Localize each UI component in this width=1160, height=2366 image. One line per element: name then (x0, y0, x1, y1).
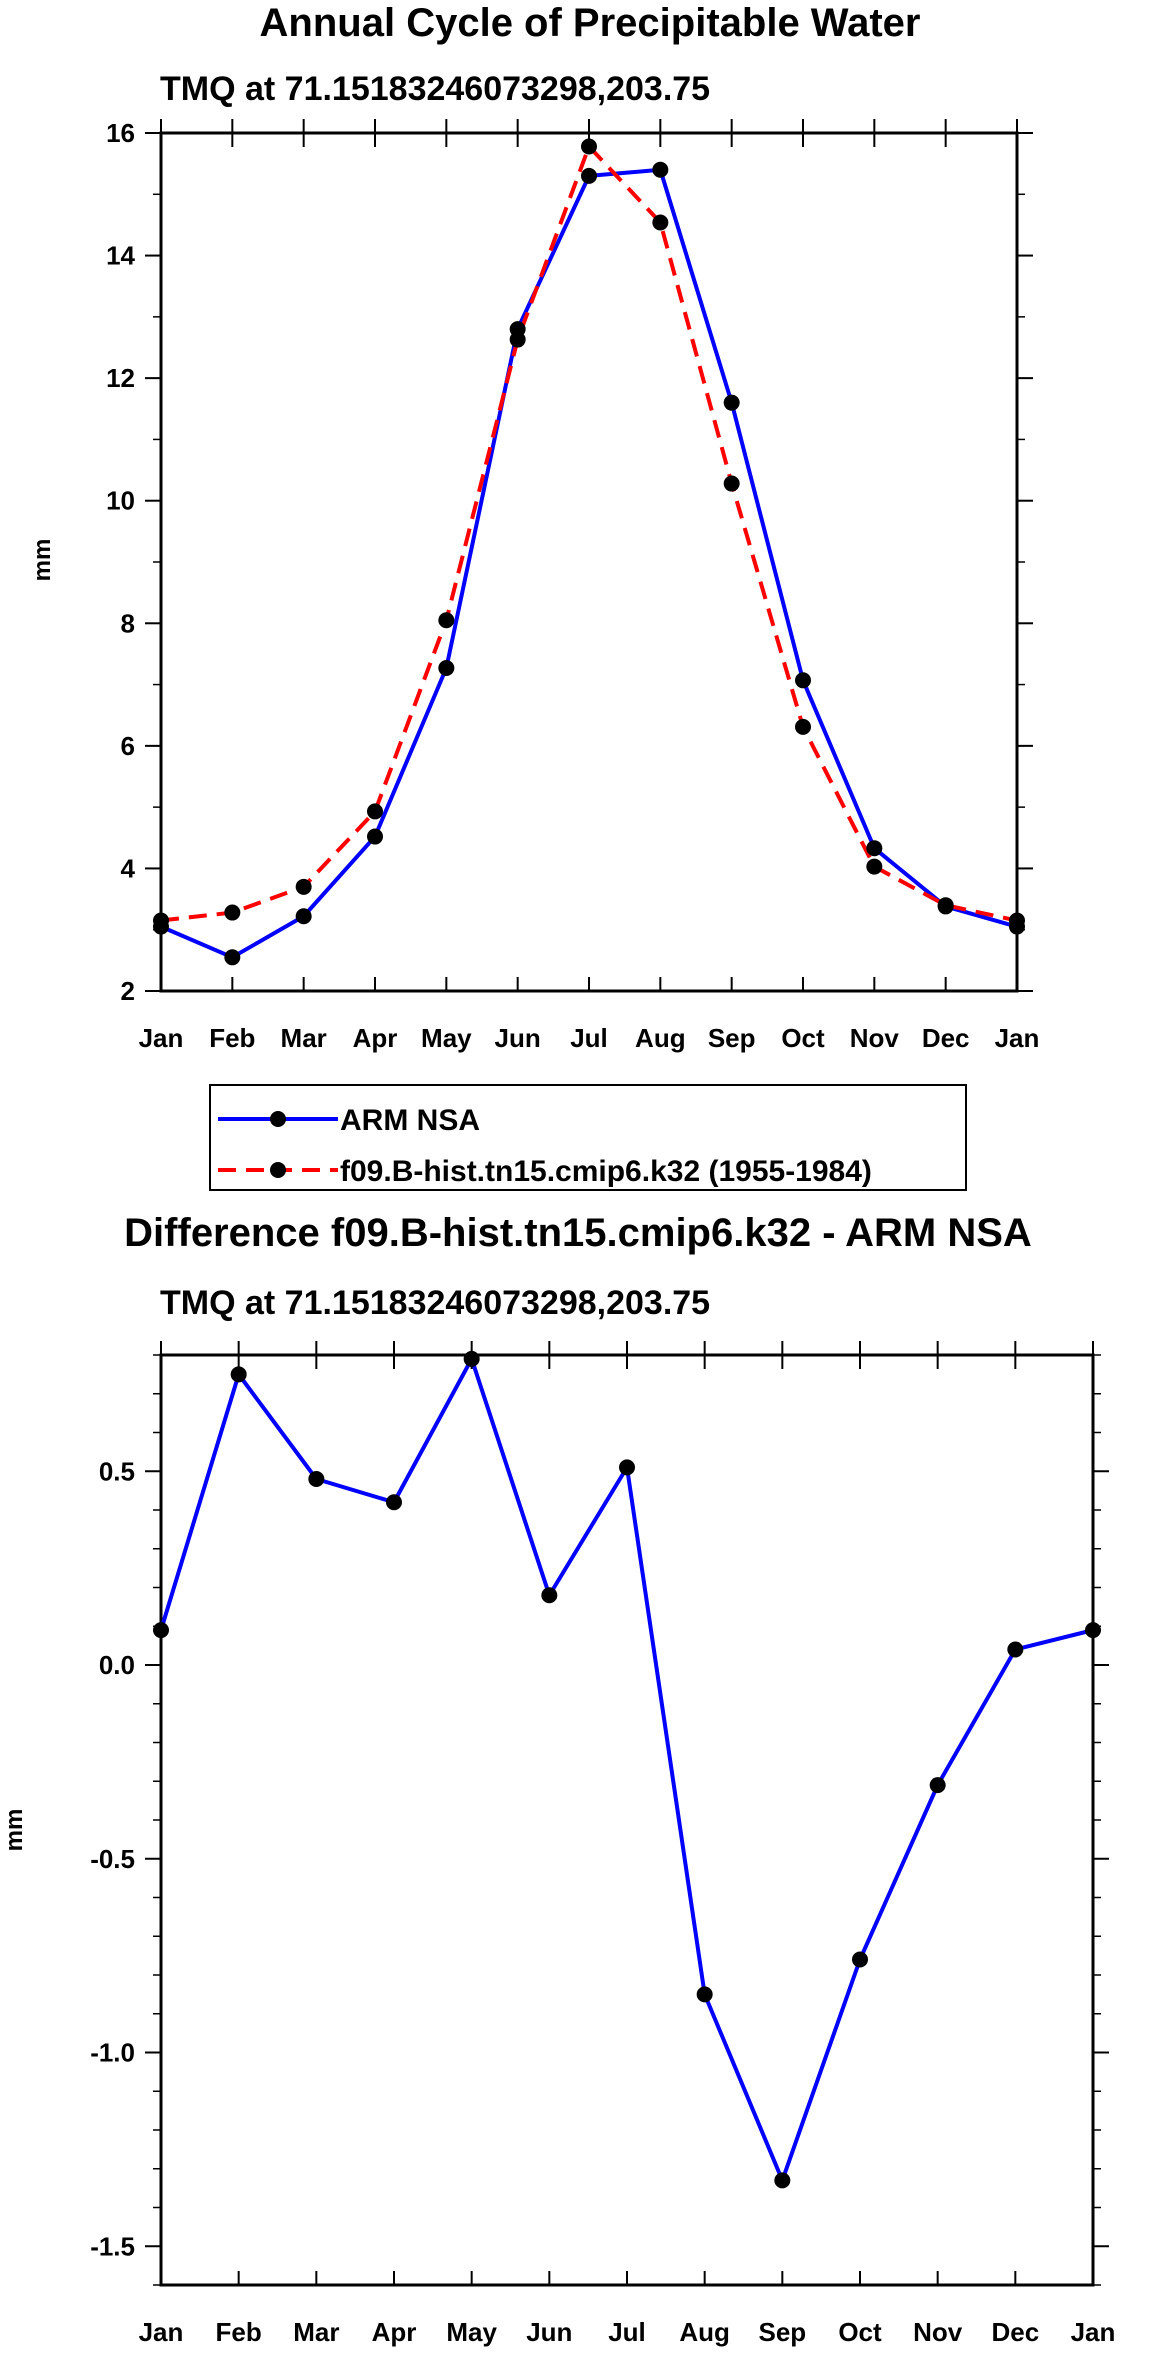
series-0-point (852, 1951, 868, 1968)
x-tick-label: Dec (922, 1023, 970, 1053)
x-tick-label: Jan (995, 1023, 1040, 1053)
chart-subtitle: TMQ at 71.15183246073298,203.75 (160, 70, 710, 108)
series-0-point (652, 161, 669, 178)
axes-frame: Jan Feb Mar Apr May Jun Jul Aug Sep Oct Nov Dec Jan -… (90, 1341, 1115, 2347)
y-tick-label: -1.0 (90, 2038, 135, 2068)
series-1-point (581, 138, 597, 155)
series-0-point (295, 908, 312, 925)
series-1-point (723, 475, 740, 492)
x-tick-label: Nov (850, 1023, 900, 1053)
y-tick-label: -0.5 (90, 1844, 135, 1874)
series-0-point (463, 1350, 480, 1367)
y-tick-label: 8 (121, 608, 135, 638)
series-1-point (367, 803, 383, 820)
y-axis-label: mm (1, 1809, 28, 1852)
series-0-point (696, 1986, 713, 2003)
x-tick-label: Jun (495, 1023, 541, 1053)
y-tick-label: 10 (106, 486, 135, 516)
x-tick-label: Feb (216, 2317, 262, 2347)
x-tick-label: Oct (838, 2317, 882, 2347)
series-1-point (866, 858, 883, 875)
y-tick-label: 14 (106, 241, 135, 271)
x-tick-label: Jul (570, 1023, 608, 1053)
y-tick-label: 12 (106, 363, 135, 393)
y-tick-label: 0.0 (99, 1650, 135, 1680)
x-tick-label: Nov (913, 2317, 963, 2347)
series-0-point (581, 167, 597, 184)
x-tick-label: Sep (708, 1023, 756, 1053)
y-tick-label: 6 (121, 731, 135, 761)
x-tick-label: Mar (293, 2317, 339, 2347)
series-0-point (230, 1366, 247, 1383)
y-tick-label: 2 (121, 976, 135, 1006)
y-tick-label: 16 (106, 118, 135, 148)
series-1-point (224, 904, 241, 921)
x-tick-label: Jan (1071, 2317, 1116, 2347)
difference-chart: Difference f09.B-hist.tn15.cmip6.k32 - A… (1, 1211, 1115, 2347)
series-0-point (1007, 1641, 1024, 1658)
x-tick-label: Aug (635, 1023, 686, 1053)
series-1-point (153, 912, 169, 929)
legend-label-arm: ARM NSA (340, 1104, 480, 1137)
series-0-point (308, 1471, 325, 1487)
plot-marks (153, 1350, 1101, 2189)
x-tick-label: Mar (281, 1023, 327, 1053)
legend-marker-arm (270, 1111, 286, 1127)
series-1-point (509, 331, 526, 348)
axes-frame: Jan Feb Mar Apr May Jun Jul Aug Sep Oct Nov Dec Jan2… (106, 118, 1039, 1053)
series-0-point (795, 672, 811, 689)
x-tick-label: Jan (139, 1023, 184, 1053)
series-0-point (619, 1459, 635, 1476)
series-0-point (153, 1622, 169, 1639)
x-tick-label: Jun (526, 2317, 572, 2347)
legend: ARM NSA f09.B-hist.tn15.cmip6.k32 (1955-… (209, 1084, 967, 1191)
series-0-point (1085, 1622, 1101, 1639)
plot-marks (153, 138, 1025, 966)
series-line-0 (160, 167, 1018, 960)
y-axis-label: mm (29, 539, 56, 582)
series-1-point (795, 718, 811, 735)
plot-frame (159, 1353, 1095, 2287)
series-1-point (652, 214, 669, 231)
x-tick-label: Dec (991, 2317, 1039, 2347)
series-0-point (224, 949, 241, 966)
chart-title: Difference f09.B-hist.tn15.cmip6.k32 - A… (124, 1211, 1032, 1255)
series-0-point (723, 394, 740, 411)
x-tick-label: May (421, 1023, 472, 1053)
chart-title: Annual Cycle of Precipitable Water (260, 1, 921, 45)
legend-entry-model: f09.B-hist.tn15.cmip6.k32 (1955-1984) (218, 1155, 872, 1188)
legend-marker-model (270, 1162, 286, 1178)
x-tick-label: Apr (353, 1023, 398, 1053)
x-tick-label: Jan (139, 2317, 184, 2347)
legend-label-model: f09.B-hist.tn15.cmip6.k32 (1955-1984) (340, 1155, 872, 1188)
x-tick-label: Sep (758, 2317, 806, 2347)
series-line-1 (160, 144, 1018, 923)
series-line-0 (159, 1356, 1094, 2183)
x-tick-label: Feb (209, 1023, 255, 1053)
legend-entry-arm: ARM NSA (218, 1104, 480, 1137)
x-tick-label: Jul (608, 2317, 646, 2347)
series-1-point (1009, 912, 1025, 929)
x-tick-label: Aug (679, 2317, 730, 2347)
y-tick-label: 0.5 (99, 1456, 135, 1486)
y-tick-label: 4 (121, 853, 136, 883)
x-tick-label: Oct (781, 1023, 825, 1053)
series-0-point (929, 1777, 946, 1794)
y-tick-label: -1.5 (90, 2231, 135, 2261)
x-tick-label: Apr (372, 2317, 417, 2347)
series-0-point (367, 828, 383, 845)
series-0-point (774, 2172, 791, 2189)
legend-box (209, 1084, 967, 1191)
chart-subtitle: TMQ at 71.15183246073298,203.75 (160, 1284, 710, 1322)
series-1-point (295, 878, 312, 895)
series-0-point (386, 1494, 402, 1511)
annual-cycle-chart: Annual Cycle of Precipitable Water TMQ a… (29, 1, 1039, 1191)
series-1-point (937, 897, 954, 914)
x-tick-label: May (446, 2317, 497, 2347)
series-0-point (438, 660, 455, 677)
series-1-point (438, 612, 455, 629)
series-0-point (541, 1587, 558, 1604)
series-0-point (866, 840, 883, 857)
